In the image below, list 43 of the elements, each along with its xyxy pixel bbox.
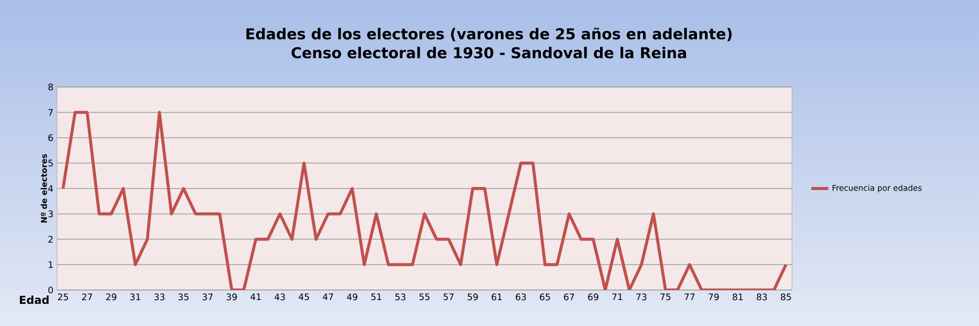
x-tick-label: 81 (732, 294, 743, 300)
x-tick-label: 71 (612, 294, 622, 300)
y-tick-label: 6 (48, 134, 53, 142)
x-tick-label: 77 (684, 294, 695, 300)
x-tick-label: 49 (346, 294, 358, 300)
y-tick-label: 3 (48, 210, 53, 218)
x-axis-title: Edad (20, 296, 49, 304)
y-tick-label: 1 (48, 261, 53, 268)
x-tick-label: 73 (636, 294, 646, 300)
x-tick-label: 35 (178, 294, 188, 300)
x-tick-label: 25 (58, 294, 68, 300)
x-tick-label: 79 (708, 294, 719, 300)
x-tick-label: 53 (395, 294, 406, 300)
x-tick-label: 69 (588, 294, 598, 300)
x-tick-label: 85 (780, 294, 791, 300)
chart-title: Edades de los electores (varones de 25 años en adelante) (246, 28, 732, 42)
y-tick-label: 5 (48, 160, 53, 166)
y-tick-label: 0 (48, 286, 53, 294)
x-tick-label: 61 (492, 294, 502, 300)
x-tick-label: 47 (322, 294, 334, 300)
x-tick-label: 29 (106, 294, 116, 300)
x-tick-label: 27 (82, 294, 92, 300)
x-tick-label: 39 (226, 294, 237, 300)
x-tick-label: 45 (298, 294, 309, 300)
x-tick-label: 59 (468, 294, 478, 300)
y-tick-label: 7 (48, 109, 53, 116)
x-tick-label: 41 (250, 294, 261, 300)
y-tick-label: 2 (48, 236, 53, 243)
y-tick-label: 8 (48, 84, 53, 90)
x-tick-label: 37 (202, 294, 213, 300)
x-tick-label: 31 (130, 294, 140, 300)
x-tick-label: 55 (419, 294, 430, 300)
x-tick-label: 57 (444, 294, 454, 300)
x-tick-label: 51 (371, 294, 382, 300)
x-tick-label: 63 (516, 294, 526, 300)
x-tick-label: 83 (756, 294, 767, 300)
x-tick-label: 65 (540, 294, 550, 300)
chart-subtitle: Censo electoral de 1930 - Sandoval de la Reina (292, 46, 686, 58)
x-tick-label: 33 (154, 294, 164, 300)
x-tick-label: 43 (274, 294, 285, 300)
y-tick-label: 4 (48, 185, 53, 192)
x-tick-label: 75 (660, 294, 670, 300)
x-tick-label: 67 (564, 294, 574, 300)
